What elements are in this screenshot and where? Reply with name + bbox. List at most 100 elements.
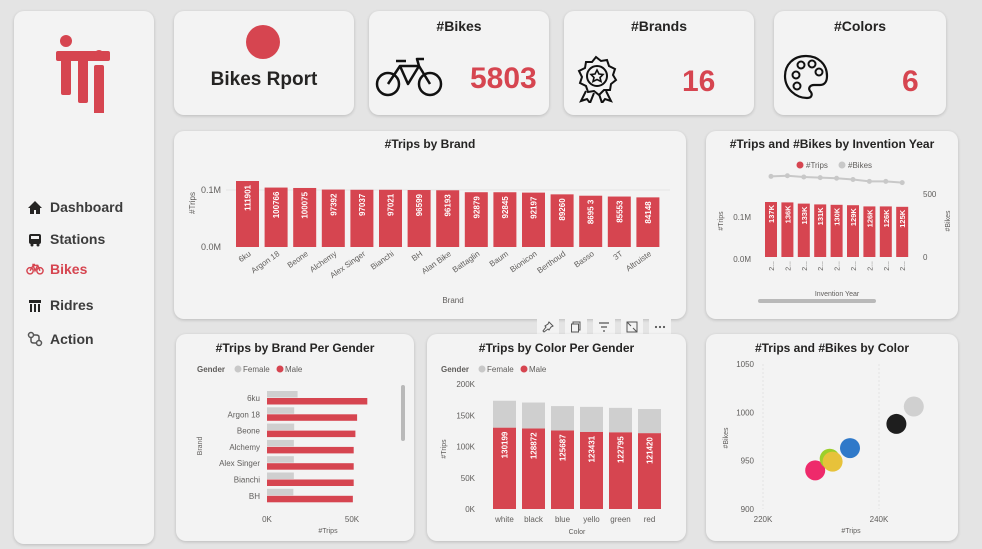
x-tick-label: 2... — [900, 261, 907, 271]
bar — [350, 189, 374, 247]
bar-female — [267, 472, 294, 479]
legend-male-label: Male — [529, 365, 547, 374]
nav-stations-label: Stations — [50, 231, 106, 247]
legend-female-dot — [234, 365, 242, 373]
trips-by-brand-gender-chart: Gender Female Male Brand 0K 50K #Trips 6… — [197, 365, 405, 535]
bicycle-icon — [375, 57, 443, 97]
y-tick-label: Argon 18 — [228, 410, 261, 419]
bar-male — [638, 433, 661, 509]
x-tick-label: black — [524, 515, 544, 524]
more-options-button[interactable] — [649, 318, 671, 336]
nav-dashboard[interactable]: Dashboard — [26, 199, 123, 215]
nav-bikes[interactable]: Bikes — [26, 261, 87, 277]
trips-by-color-gender-title: #Trips by Color Per Gender — [478, 341, 635, 355]
bar-male — [551, 430, 574, 509]
nav-bikes-label: Bikes — [50, 261, 88, 277]
bar-female — [267, 407, 295, 414]
copy-visual-button[interactable] — [565, 318, 587, 336]
bar — [264, 187, 288, 247]
kpi-bikes-value: 5803 — [470, 62, 537, 95]
bar — [436, 190, 460, 247]
route-icon — [26, 331, 44, 347]
pin-icon — [542, 321, 554, 333]
x-tick-label: 2... — [785, 261, 792, 271]
visual-header-toolbar — [537, 317, 673, 337]
bar — [464, 192, 488, 247]
legend-trips-dot — [796, 161, 804, 169]
focus-mode-button[interactable] — [621, 318, 643, 336]
bar-male — [609, 432, 632, 509]
legend-title: Gender — [197, 365, 225, 374]
data-label: 92845 — [501, 196, 510, 219]
x-tick-label: 2... — [802, 261, 809, 271]
trips-by-brand-gender-visual[interactable]: #Trips by Brand Per Gender Gender Female… — [176, 334, 414, 541]
pin-visual-button[interactable] — [537, 318, 559, 336]
iti-logo — [54, 33, 114, 118]
page-title: Bikes Rport — [210, 69, 318, 90]
data-label: 84148 — [644, 201, 653, 224]
legend-male-dot — [276, 365, 284, 373]
data-label: 126K — [865, 209, 874, 228]
bar-female — [267, 391, 298, 398]
award-badge-icon — [577, 55, 618, 103]
bar — [879, 206, 892, 257]
filter-visual-button[interactable] — [593, 318, 615, 336]
bar-male — [267, 430, 356, 438]
bar-male — [267, 479, 354, 486]
bar — [236, 181, 259, 247]
data-label: 96599 — [415, 193, 424, 216]
x-tick-label: white — [494, 515, 514, 524]
trips-bikes-by-color-chart: #Bikes #Trips 900 950 1000 1050 220K 240K — [723, 360, 924, 535]
trips-bikes-by-color-visual[interactable]: #Trips and #Bikes by Color #Bikes #Trips… — [706, 334, 958, 541]
trips-by-color-gender-visual[interactable]: #Trips by Color Per Gender Gender Female… — [427, 334, 686, 541]
data-label: 130199 — [501, 431, 510, 458]
bikes-point — [850, 177, 856, 183]
x-tick-label: 2... — [884, 261, 891, 271]
x-axis-title: #Trips — [318, 528, 338, 535]
bar — [379, 189, 402, 247]
trips-bikes-by-year-visual[interactable]: #Trips and #Bikes by Invention Year #Tri… — [706, 131, 958, 319]
data-label: 100766 — [272, 191, 281, 218]
y-tick-label: 6ku — [247, 394, 260, 403]
kpi-bikes-card: #Bikes 5803 — [369, 11, 549, 115]
trips-bikes-by-year-chart: #Trips #Bikes #Trips #Bikes 0.1M 0.0M 50… — [718, 161, 952, 303]
bikes-point — [817, 175, 823, 181]
legend-female-label: Female — [243, 365, 270, 374]
bar-male — [267, 398, 368, 405]
bar — [797, 203, 810, 257]
x-tick-label: Berthoud — [535, 249, 567, 275]
nav-action[interactable]: Action — [26, 331, 94, 347]
bar — [896, 206, 909, 257]
x-axis-title: #Trips — [841, 528, 861, 535]
bikes-point — [883, 178, 889, 184]
trips-by-brand-visual[interactable]: #Trips by Brand #Trips Brand 0.1M 0.0M 1… — [174, 131, 686, 319]
nav-stations[interactable]: Stations — [26, 231, 105, 247]
legend-trips-label: #Trips — [806, 161, 828, 170]
scatter-point — [903, 396, 924, 417]
nav-ridres[interactable]: Ridres — [26, 297, 94, 313]
data-label: 92879 — [472, 196, 481, 219]
data-label: 136K — [783, 205, 792, 224]
x-tick-label: Bionicon — [508, 249, 538, 274]
y-axis-title: Brand — [197, 437, 204, 456]
bar-female — [267, 456, 294, 463]
bar — [321, 189, 345, 247]
legend-bikes-dot — [838, 161, 846, 169]
x-tick-label: Beone — [286, 249, 311, 270]
scatter-point — [886, 413, 907, 434]
data-label: 128872 — [530, 432, 539, 459]
bar-male — [267, 495, 353, 503]
legend-bikes-label: #Bikes — [848, 161, 872, 170]
x-tick-label: red — [644, 515, 656, 524]
y-tick-label: 200K — [456, 380, 475, 389]
data-label: 131K — [816, 207, 825, 226]
x-tick-label: Battaglin — [451, 249, 482, 274]
y-tick-label: Alex Singer — [219, 459, 260, 468]
x-tick-label: Alan Bike — [420, 249, 453, 276]
palette-icon — [783, 54, 829, 100]
y-axis-title: #Bikes — [723, 427, 730, 449]
y-axis-title: #Trips — [441, 439, 448, 459]
data-label: 125K — [898, 209, 907, 228]
y-tick-label: 900 — [741, 505, 755, 514]
kpi-colors-value: 6 — [902, 65, 919, 98]
